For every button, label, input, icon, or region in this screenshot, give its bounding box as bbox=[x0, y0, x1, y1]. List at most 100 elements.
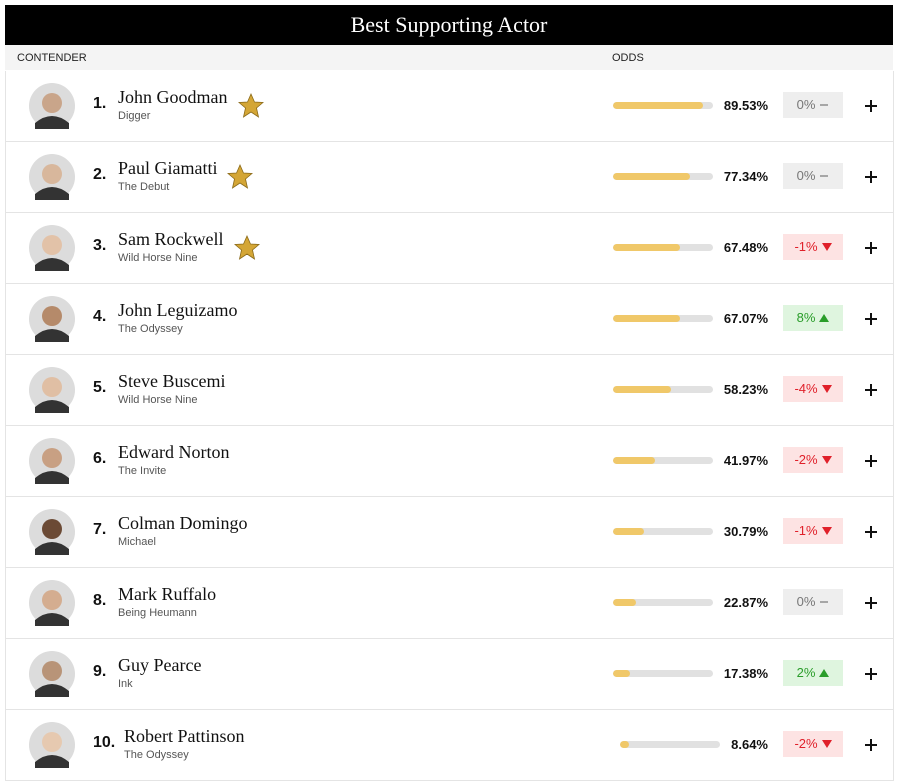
change-icon bbox=[820, 175, 829, 177]
contender-photo bbox=[29, 651, 75, 697]
contender-row: 6. Edward Norton The Invite 41.97% -2% bbox=[5, 426, 894, 497]
odds-value: 17.38% bbox=[723, 666, 768, 681]
change-value: 2% bbox=[796, 665, 816, 680]
odds-change: 2% bbox=[783, 660, 843, 686]
page-title: Best Supporting Actor bbox=[5, 5, 893, 45]
contender-row: 9. Guy Pearce Ink 17.38% 2% bbox=[5, 639, 894, 710]
odds-track bbox=[613, 670, 713, 677]
contender-name: Mark Ruffalo bbox=[118, 584, 217, 604]
odds-value: 67.07% bbox=[723, 311, 768, 326]
expand-button[interactable] bbox=[864, 170, 878, 184]
odds-value: 41.97% bbox=[723, 453, 768, 468]
rank: 3. bbox=[93, 237, 107, 254]
change-value: 0% bbox=[796, 168, 816, 183]
expand-button[interactable] bbox=[864, 667, 878, 681]
contender-photo bbox=[29, 509, 75, 555]
odds-value: 30.79% bbox=[723, 524, 768, 539]
odds-change: 0% bbox=[783, 163, 843, 189]
rank: 9. bbox=[93, 663, 107, 680]
change-value: -1% bbox=[794, 523, 818, 538]
rank: 4. bbox=[93, 308, 107, 325]
film-title: The Odyssey bbox=[124, 749, 189, 761]
change-icon bbox=[821, 527, 832, 535]
odds-bar bbox=[613, 386, 672, 393]
odds-track bbox=[613, 599, 713, 606]
odds-value: 77.34% bbox=[723, 169, 768, 184]
contender-photo bbox=[29, 367, 75, 413]
odds-bar bbox=[613, 528, 644, 535]
change-icon bbox=[821, 243, 832, 251]
contender-name: Steve Buscemi bbox=[118, 371, 226, 391]
star-badge bbox=[227, 164, 254, 189]
contender-name: Edward Norton bbox=[118, 442, 230, 462]
change-value: 0% bbox=[796, 594, 816, 609]
film-title: Wild Horse Nine bbox=[118, 394, 198, 406]
contender-name: Guy Pearce bbox=[118, 655, 202, 675]
odds-value: 58.23% bbox=[723, 382, 768, 397]
odds-track bbox=[620, 741, 720, 748]
expand-button[interactable] bbox=[864, 525, 878, 539]
film-title: Digger bbox=[118, 110, 151, 122]
odds-value: 8.64% bbox=[731, 737, 768, 752]
contender-row: 5. Steve Buscemi Wild Horse Nine 58.23% -4% bbox=[5, 355, 894, 426]
rank: 6. bbox=[93, 450, 107, 467]
table-header: CONTENDER ODDS bbox=[5, 45, 893, 70]
column-label: CONTENDER bbox=[17, 52, 87, 64]
column-label: ODDS bbox=[612, 52, 644, 64]
change-value: -2% bbox=[794, 452, 818, 467]
odds-track bbox=[613, 386, 713, 393]
odds-change: -4% bbox=[783, 376, 843, 402]
expand-button[interactable] bbox=[864, 312, 878, 326]
expand-button[interactable] bbox=[864, 241, 878, 255]
odds-bar bbox=[613, 315, 681, 322]
odds-bar bbox=[613, 102, 703, 109]
change-icon bbox=[821, 456, 832, 464]
rank: 10. bbox=[93, 734, 116, 751]
odds-value: 22.87% bbox=[723, 595, 768, 610]
odds-track bbox=[613, 173, 713, 180]
odds-bar bbox=[613, 599, 636, 606]
change-value: -4% bbox=[794, 381, 818, 396]
expand-button[interactable] bbox=[864, 738, 878, 752]
contender-photo bbox=[29, 580, 75, 626]
expand-button[interactable] bbox=[864, 383, 878, 397]
change-icon bbox=[820, 104, 829, 106]
change-value: -2% bbox=[794, 736, 818, 751]
odds-bar bbox=[613, 173, 691, 180]
contender-row: 2. Paul Giamatti The Debut 77.34% 0% bbox=[5, 142, 894, 213]
odds-track bbox=[613, 528, 713, 535]
odds-track bbox=[613, 244, 713, 251]
change-value: 0% bbox=[796, 97, 816, 112]
change-icon bbox=[819, 669, 830, 677]
film-title: Wild Horse Nine bbox=[118, 252, 198, 264]
film-title: Being Heumann bbox=[118, 607, 197, 619]
star-badge bbox=[233, 235, 260, 260]
change-icon bbox=[819, 314, 830, 322]
change-icon bbox=[820, 601, 829, 603]
contender-row: 8. Mark Ruffalo Being Heumann 22.87% 0% bbox=[5, 568, 894, 639]
film-title: The Odyssey bbox=[118, 323, 183, 335]
star-badge bbox=[237, 93, 264, 118]
odds-change: -1% bbox=[783, 234, 843, 260]
contender-photo bbox=[29, 154, 75, 200]
rank: 5. bbox=[93, 379, 107, 396]
odds-bar bbox=[613, 670, 631, 677]
rank: 2. bbox=[93, 166, 107, 183]
odds-bar bbox=[613, 457, 655, 464]
contender-name: Colman Domingo bbox=[118, 513, 248, 533]
contender-name: Robert Pattinson bbox=[124, 726, 245, 746]
film-title: The Debut bbox=[118, 181, 170, 193]
odds-value: 67.48% bbox=[723, 240, 768, 255]
film-title: The Invite bbox=[118, 465, 167, 477]
contender-photo bbox=[29, 83, 75, 129]
rank: 1. bbox=[93, 95, 107, 112]
change-icon bbox=[821, 385, 832, 393]
odds-track bbox=[613, 102, 713, 109]
expand-button[interactable] bbox=[864, 454, 878, 468]
contender-photo bbox=[29, 225, 75, 271]
expand-button[interactable] bbox=[864, 596, 878, 610]
odds-change: 8% bbox=[783, 305, 843, 331]
contender-name: Paul Giamatti bbox=[118, 158, 218, 178]
expand-button[interactable] bbox=[864, 99, 878, 113]
contender-photo bbox=[29, 722, 75, 768]
